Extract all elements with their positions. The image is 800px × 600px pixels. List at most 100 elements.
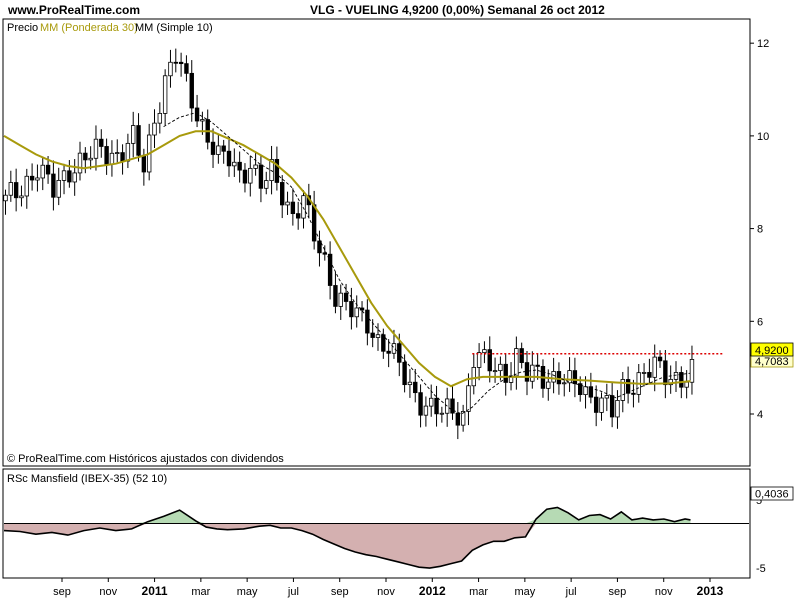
candle-body-48 xyxy=(258,164,264,189)
candle-body-79 xyxy=(423,405,429,416)
candle-body-125 xyxy=(668,378,673,386)
candle-body-115 xyxy=(615,400,620,418)
legend-ma30: MM (Ponderada 30) xyxy=(40,22,138,34)
candle-body-84 xyxy=(450,398,455,414)
candle-body-128 xyxy=(684,381,689,388)
candle-body-107 xyxy=(572,370,578,385)
candle-body-59 xyxy=(317,240,322,254)
candle-body-74 xyxy=(397,343,402,363)
candle-body-82 xyxy=(439,412,445,415)
price-panel xyxy=(2,18,751,467)
last-price-box xyxy=(750,342,794,357)
chart-title: VLG - VUELING 4,9200 (0,00%) Semanal 26 … xyxy=(310,3,605,17)
candle-body-129 xyxy=(689,359,695,383)
candle-body-30 xyxy=(162,75,168,114)
candle-body-5 xyxy=(29,175,35,181)
candle-body-0 xyxy=(3,194,8,202)
candle-body-117 xyxy=(625,379,631,394)
candle-body-71 xyxy=(381,334,386,352)
candle-body-116 xyxy=(620,379,625,401)
candle-body-28 xyxy=(152,122,157,136)
candle-body-106 xyxy=(567,370,572,384)
candle-body-45 xyxy=(242,169,248,184)
candle-body-6 xyxy=(35,177,40,181)
candle-body-36 xyxy=(194,107,200,122)
candle-body-102 xyxy=(546,381,551,389)
candle-body-43 xyxy=(232,161,237,167)
footer-note: © ProRealTime.com Históricos ajustados c… xyxy=(7,453,284,465)
candle-body-126 xyxy=(673,372,679,380)
candle-body-75 xyxy=(402,361,407,386)
candle-body-13 xyxy=(72,172,77,183)
candle-body-35 xyxy=(189,72,194,109)
candle-body-50 xyxy=(269,159,274,181)
candle-body-85 xyxy=(455,412,461,426)
x-tick-label-8: 2012 xyxy=(419,584,446,598)
x-tick-label-7: nov xyxy=(377,586,395,598)
candle-body-63 xyxy=(338,292,343,307)
candle-body-23 xyxy=(125,142,131,162)
candle-body-20 xyxy=(109,152,115,165)
candle-body-114 xyxy=(609,395,615,418)
candle-body-97 xyxy=(519,348,524,363)
legend-price: Precio xyxy=(7,22,38,34)
candle-body-22 xyxy=(120,152,125,162)
candle-body-90 xyxy=(482,349,487,354)
candle-body-26 xyxy=(141,154,147,173)
candle-body-9 xyxy=(51,173,56,198)
candle-body-21 xyxy=(115,152,120,155)
x-tick-label-11: jul xyxy=(565,586,577,598)
candle-body-55 xyxy=(295,213,301,219)
candle-body-2 xyxy=(13,182,19,199)
candle-body-14 xyxy=(77,152,83,174)
candle-body-12 xyxy=(67,170,72,183)
price-y-tick-label-2: 8 xyxy=(757,224,763,236)
x-tick-label-6: sep xyxy=(331,586,349,598)
candle-body-73 xyxy=(391,343,397,354)
candle-body-92 xyxy=(492,370,498,373)
x-tick-label-3: mar xyxy=(191,586,210,598)
legend-ma10: MM (Simple 10) xyxy=(135,22,213,34)
candle-body-77 xyxy=(413,381,418,394)
x-tick-label-13: nov xyxy=(655,586,673,598)
ma30-line xyxy=(3,130,691,388)
candle-body-24 xyxy=(131,125,136,144)
candle-body-44 xyxy=(237,161,242,171)
candle-body-93 xyxy=(498,363,503,372)
candle-body-31 xyxy=(168,61,173,77)
candle-body-105 xyxy=(562,382,567,385)
x-tick-label-4: may xyxy=(237,586,258,598)
price-y-tick-label-1: 10 xyxy=(757,131,769,143)
candle-body-121 xyxy=(647,372,652,378)
indicator-value-box xyxy=(750,486,794,501)
price-y-tick-label-0: 12 xyxy=(757,38,769,50)
candle-body-91 xyxy=(487,349,492,372)
candle-body-123 xyxy=(657,356,663,362)
candle-body-51 xyxy=(274,159,280,183)
candle-body-78 xyxy=(418,392,423,416)
candle-body-70 xyxy=(375,334,381,338)
candle-body-42 xyxy=(226,150,232,167)
candle-body-49 xyxy=(264,180,269,189)
candle-body-110 xyxy=(588,386,594,398)
x-tick-label-1: nov xyxy=(99,586,117,598)
ma10-line xyxy=(163,112,691,415)
x-axis: sep nov 2011 mar may jul sep nov 2012 mar may jul se… xyxy=(53,578,724,598)
candle-body-32 xyxy=(173,61,178,64)
indicator-label: RSc Mansfield (IBEX-35) (52 10) xyxy=(7,473,167,485)
candle-body-113 xyxy=(604,395,610,399)
x-tick-label-10: may xyxy=(514,586,535,598)
indicator-value: 0,4036 xyxy=(755,489,789,501)
price-y-tick-label-3: 6 xyxy=(757,316,763,328)
x-tick-label-2: 2011 xyxy=(142,584,168,598)
candle-body-96 xyxy=(514,348,519,377)
candle-body-62 xyxy=(333,285,338,307)
candle-body-80 xyxy=(429,397,434,407)
candle-body-66 xyxy=(354,307,359,318)
candle-body-19 xyxy=(104,146,109,165)
x-tick-label-0: sep xyxy=(53,586,71,598)
candle-body-40 xyxy=(216,145,221,155)
candle-body-124 xyxy=(663,360,668,386)
